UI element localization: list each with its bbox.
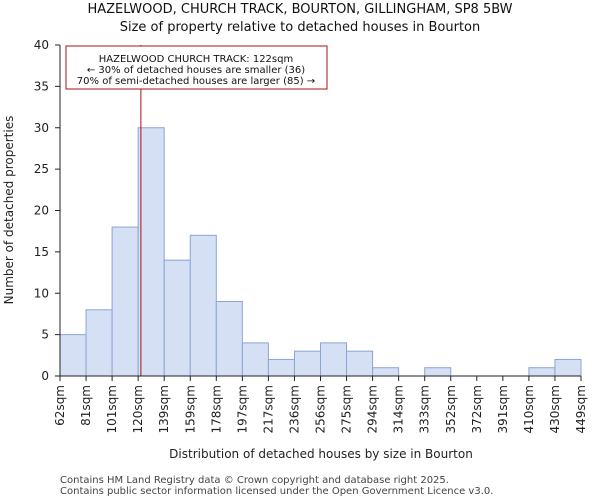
x-tick-label: 139sqm [157, 385, 171, 433]
bar [320, 342, 348, 377]
x-tick-label: 294sqm [366, 385, 380, 433]
x-tick-label: 333sqm [418, 385, 432, 433]
annotation-line-1: HAZELWOOD CHURCH TRACK: 122sqm [99, 54, 293, 65]
x-axis-label: Distribution of detached houses by size … [169, 447, 473, 461]
y-axis-label: Number of detached properties [2, 116, 16, 305]
x-tick-label: 352sqm [444, 385, 458, 433]
x-tick-label: 314sqm [392, 385, 406, 433]
bars-group [59, 127, 582, 377]
x-tick-label: 159sqm [183, 385, 197, 433]
bar [554, 358, 582, 377]
x-tick-label: 410sqm [522, 385, 536, 433]
bar [346, 350, 374, 377]
bar [267, 358, 295, 377]
y-tick-label: 40 [34, 38, 49, 52]
annotation-line-2: ← 30% of detached houses are smaller (36… [87, 65, 305, 76]
y-tick-label: 20 [34, 204, 49, 218]
footer-line-2: Contains public sector information licen… [60, 486, 493, 497]
chart-title: HAZELWOOD, CHURCH TRACK, BOURTON, GILLIN… [87, 2, 512, 17]
x-tick-label: 81sqm [79, 385, 93, 426]
x-tick-label: 256sqm [314, 385, 328, 433]
x-tick-label: 372sqm [470, 385, 484, 433]
bar [372, 367, 400, 377]
x-tick-label: 449sqm [574, 385, 588, 433]
x-ticks-group: 62sqm 81sqm 101sqm 120sqm 139sqm 159sqm 178sqm… [53, 376, 588, 433]
x-tick-label: 217sqm [261, 385, 275, 433]
y-tick-label: 15 [34, 245, 49, 259]
bar [241, 342, 269, 377]
bar [215, 301, 243, 377]
annotation-line-3: 70% of semi-detached houses are larger (… [77, 76, 315, 87]
x-tick-label: 120sqm [131, 385, 145, 433]
x-tick-label: 430sqm [548, 385, 562, 433]
x-tick-label: 178sqm [209, 385, 223, 433]
annotation-box-frame [65, 45, 328, 90]
bar [85, 309, 113, 377]
y-tick-label: 30 [34, 121, 49, 135]
x-tick-label: 391sqm [496, 385, 510, 433]
y-tick-label: 5 [41, 328, 49, 342]
x-tick-label: 62sqm [53, 385, 67, 426]
y-tick-label: 35 [34, 79, 49, 93]
bar [163, 259, 191, 377]
bar [293, 350, 322, 377]
bar [111, 226, 139, 377]
x-tick-label: 101sqm [105, 385, 119, 433]
bar [59, 334, 87, 377]
footer-line-1: Contains HM Land Registry data © Crown c… [60, 475, 449, 486]
bar [137, 127, 165, 377]
y-tick-label: 0 [41, 369, 49, 383]
y-tick-label: 25 [34, 162, 49, 176]
y-ticks-group: 0 5 10 15 20 25 30 35 40 [34, 38, 60, 383]
bar [528, 367, 556, 377]
chart-subtitle: Size of property relative to detached ho… [120, 20, 481, 35]
x-tick-label: 236sqm [287, 385, 301, 433]
annotation-box: HAZELWOOD CHURCH TRACK: 122sqm ← 30% of … [65, 45, 328, 90]
x-tick-label: 275sqm [340, 385, 354, 433]
y-tick-label: 10 [34, 286, 49, 300]
bar [424, 367, 452, 377]
bar [189, 234, 217, 377]
x-tick-label: 197sqm [235, 385, 249, 433]
